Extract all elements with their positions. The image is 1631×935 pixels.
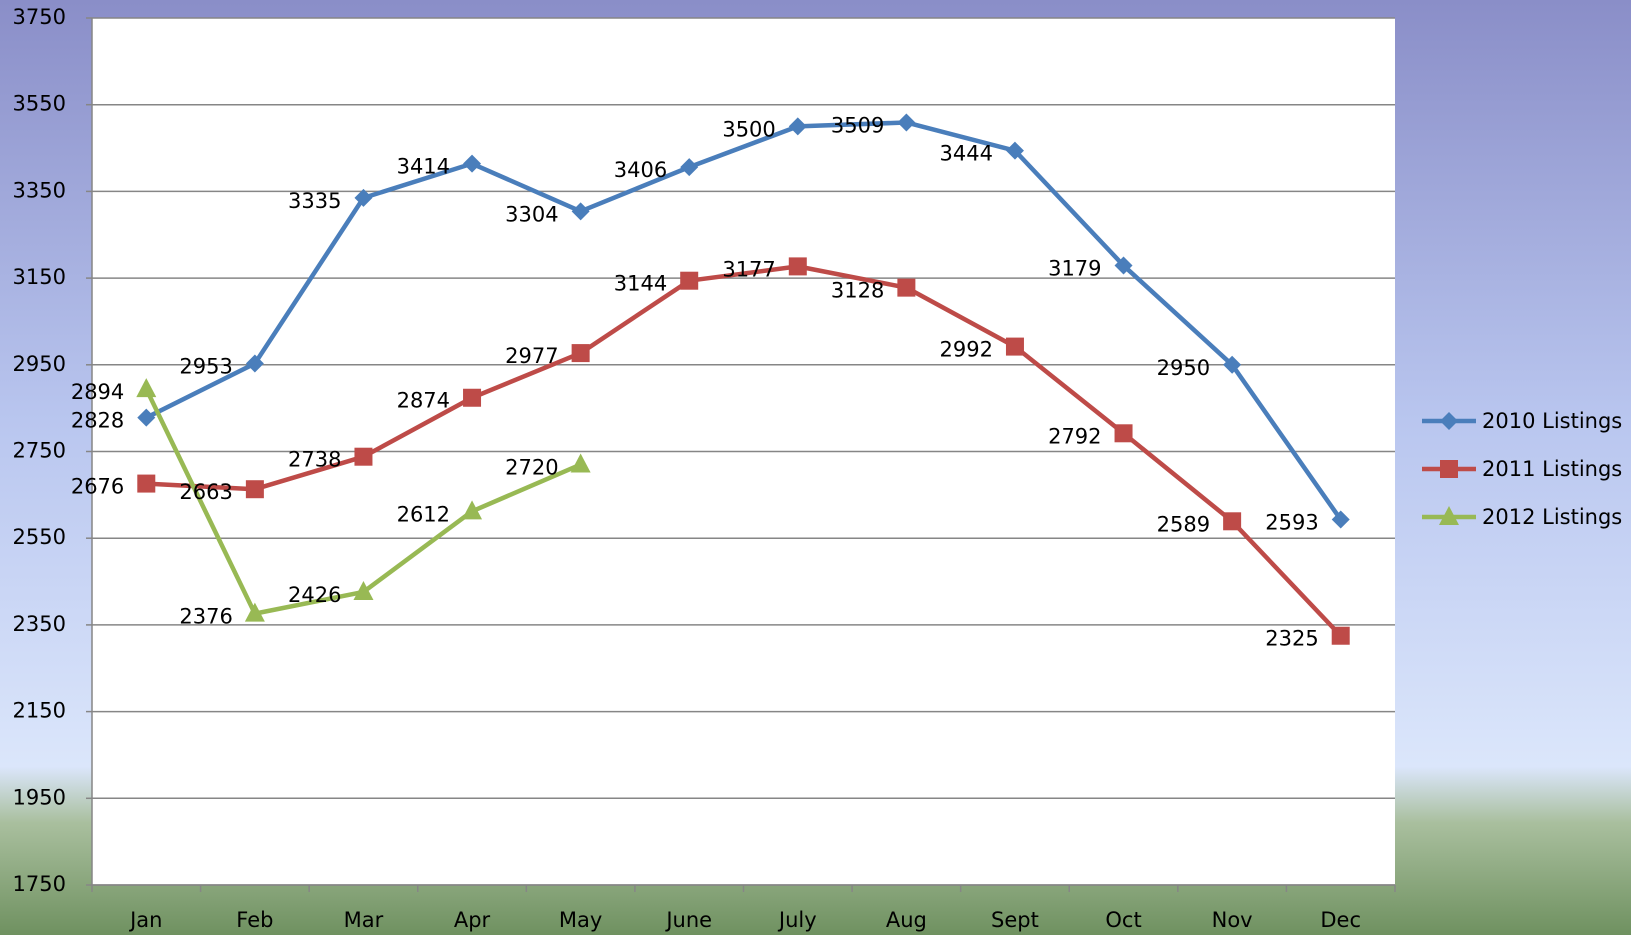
data-point — [1005, 337, 1024, 356]
data-label: 2376 — [179, 605, 232, 629]
data-label: 2325 — [1265, 627, 1318, 651]
data-point — [245, 354, 264, 373]
data-point — [354, 188, 373, 207]
x-tick-label: July — [777, 908, 817, 932]
legend-marker — [1439, 506, 1459, 525]
y-tick-label: 3150 — [13, 265, 66, 289]
data-point — [571, 202, 590, 221]
data-point — [244, 602, 265, 622]
data-label: 2953 — [179, 354, 232, 378]
legend-marker — [1440, 412, 1458, 430]
data-label: 3509 — [831, 113, 884, 137]
data-point — [571, 344, 590, 363]
legend-marker — [1440, 460, 1458, 478]
data-label: 2977 — [505, 344, 558, 368]
y-tick-label: 1750 — [13, 872, 66, 896]
y-tick-label: 2150 — [13, 699, 66, 723]
data-point — [137, 474, 156, 493]
data-point — [136, 378, 157, 398]
x-tick-label: Dec — [1320, 908, 1361, 932]
data-label: 3304 — [505, 202, 558, 226]
data-label: 3500 — [722, 117, 775, 141]
x-tick-label: Jan — [128, 908, 162, 932]
x-tick-label: Mar — [344, 908, 384, 932]
x-tick-label: Oct — [1105, 908, 1141, 932]
data-label: 3335 — [288, 189, 341, 213]
x-tick-label: May — [559, 908, 602, 932]
data-point — [354, 447, 373, 466]
series-line — [145, 120, 1343, 521]
data-label: 2874 — [397, 389, 450, 413]
y-tick-label: 2350 — [13, 612, 66, 636]
data-point — [897, 278, 916, 297]
data-label: 2950 — [1157, 356, 1210, 380]
data-point — [788, 257, 807, 276]
data-point — [353, 580, 374, 600]
data-point — [462, 500, 483, 520]
data-label: 2738 — [288, 448, 341, 472]
data-point — [1005, 141, 1024, 160]
x-tick-label: Aug — [886, 908, 927, 932]
y-tick-label: 3750 — [13, 5, 66, 29]
data-point — [463, 154, 482, 173]
data-label: 3177 — [722, 257, 775, 281]
y-tick-label: 3350 — [13, 178, 66, 202]
data-label: 2792 — [1048, 424, 1101, 448]
data-point — [1114, 424, 1133, 443]
data-label: 3414 — [397, 155, 450, 179]
data-point — [680, 158, 699, 177]
data-point — [1223, 355, 1242, 374]
data-label: 2663 — [179, 480, 232, 504]
data-label: 2593 — [1265, 511, 1318, 535]
data-label: 3444 — [940, 142, 993, 166]
legend-label: 2010 Listings — [1482, 409, 1622, 433]
y-tick-label: 2750 — [13, 439, 66, 463]
data-point — [897, 113, 916, 132]
data-label: 2426 — [288, 583, 341, 607]
data-label: 2992 — [940, 338, 993, 362]
legend-label: 2012 Listings — [1482, 505, 1622, 529]
y-tick-label: 1950 — [13, 785, 66, 809]
x-tick-label: Feb — [236, 908, 273, 932]
data-point — [788, 117, 807, 136]
data-point — [137, 408, 156, 427]
data-label: 2589 — [1157, 512, 1210, 536]
data-point — [1331, 626, 1350, 645]
data-label: 2612 — [397, 502, 450, 526]
data-point — [1114, 256, 1133, 275]
y-tick-label: 2550 — [13, 525, 66, 549]
data-label: 3128 — [831, 279, 884, 303]
data-label: 2894 — [71, 380, 124, 404]
data-label: 3179 — [1048, 257, 1101, 281]
y-tick-label: 3550 — [13, 92, 66, 116]
data-point — [1331, 510, 1350, 529]
x-tick-label: Apr — [454, 908, 491, 932]
data-point — [680, 271, 699, 290]
data-label: 3144 — [614, 272, 667, 296]
data-label: 2828 — [71, 409, 124, 433]
data-label: 2720 — [505, 456, 558, 480]
y-tick-label: 2950 — [13, 352, 66, 376]
data-point — [1223, 512, 1242, 531]
data-label: 2676 — [71, 475, 124, 499]
data-label: 3406 — [614, 158, 667, 182]
data-point — [245, 480, 264, 499]
series-line — [146, 264, 1343, 638]
x-tick-label: Nov — [1212, 908, 1253, 932]
legend-label: 2011 Listings — [1482, 457, 1622, 481]
data-point — [463, 388, 482, 407]
data-point — [570, 453, 591, 473]
x-tick-label: June — [664, 908, 712, 932]
x-tick-label: Sept — [991, 908, 1039, 932]
